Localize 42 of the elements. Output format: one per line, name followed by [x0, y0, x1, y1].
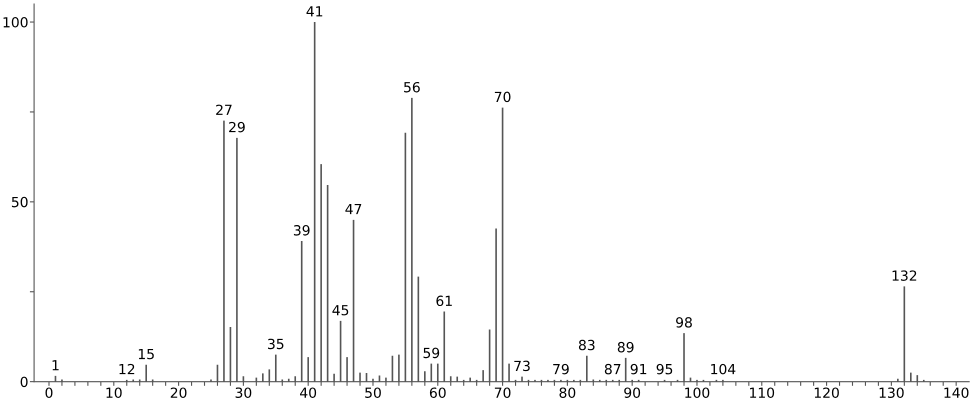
annotation: 70: [494, 92, 510, 102]
annotation: 91: [630, 364, 646, 374]
annotation: 29: [229, 122, 245, 132]
x-tick-label: 10: [106, 387, 122, 398]
x-tick-label: 50: [365, 387, 381, 398]
annotation: 59: [424, 348, 440, 358]
x-tick-label: 90: [624, 387, 640, 398]
annotation: 39: [294, 225, 310, 236]
annotation: 95: [656, 364, 672, 374]
annotation: 73: [514, 360, 530, 372]
x-tick-label: 30: [236, 387, 252, 398]
annotation: 132: [892, 270, 916, 281]
annotation: 15: [138, 348, 154, 360]
annotation: 61: [436, 296, 452, 306]
y-tick-label: 0: [20, 376, 28, 388]
x-tick-label: 130: [880, 387, 904, 398]
x-tick-label: 70: [494, 387, 510, 398]
x-tick-label: 100: [685, 387, 710, 398]
x-tick-label: 80: [559, 387, 576, 398]
annotation: 98: [676, 317, 692, 328]
annotation: 104: [711, 364, 736, 374]
x-tick-label: 120: [814, 387, 839, 398]
x-tick-label: 20: [170, 387, 187, 398]
x-tick-label: 140: [944, 387, 969, 398]
y-tick-label: 100: [4, 17, 28, 28]
annotation: 83: [578, 340, 595, 350]
x-tick-label: 40: [300, 387, 316, 398]
x-tick-label: 0: [45, 387, 52, 398]
annotation: 35: [268, 338, 284, 350]
annotation: 1: [52, 360, 59, 370]
x-tick-label: 60: [430, 387, 446, 398]
x-tick-label: 110: [750, 387, 774, 398]
annotation: 89: [618, 342, 634, 352]
annotation: 56: [404, 82, 420, 92]
annotation: 41: [306, 6, 322, 16]
annotation: 47: [345, 204, 362, 214]
annotation: 87: [604, 364, 620, 374]
y-tick-label: 50: [12, 196, 28, 208]
annotation: 12: [119, 364, 134, 374]
annotation: 27: [216, 104, 232, 115]
annotation: 45: [332, 305, 348, 316]
annotation: 79: [553, 364, 569, 374]
